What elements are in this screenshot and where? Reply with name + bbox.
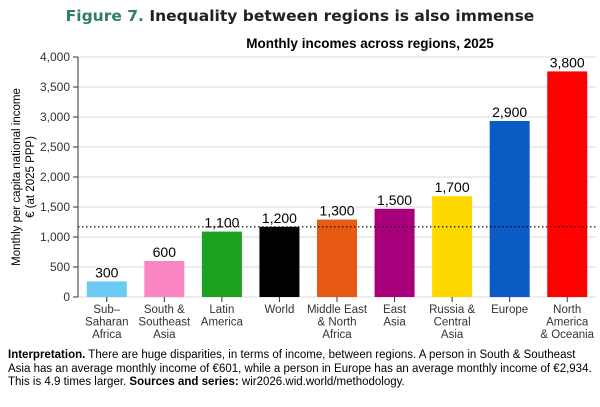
figure-title: Figure 7. Inequality between regions is … [0,7,600,25]
x-tick-label: North America & Oceania [540,304,594,341]
x-tick-label: Middle East & North Africa [307,304,368,341]
bar [317,219,357,297]
interpretation-note: Interpretation. There are huge dispariti… [8,349,594,390]
y-tick-label: 3,000 [40,110,70,124]
bar [259,226,300,297]
bar [489,120,530,298]
chart-title: Monthly incomes across regions, 2025 [246,36,494,51]
y-tick-label: 2,500 [40,140,70,154]
data-label: 1,100 [204,215,239,231]
interpretation-text: There are huge disparities, in terms of … [8,349,592,388]
y-tick-label: 2,000 [40,170,70,184]
x-tick-label: World [265,304,295,316]
y-axis-unit-label: € (at 2025 PPP) [25,136,37,218]
bar [547,71,588,298]
y-tick-label: 500 [50,260,70,274]
bar [86,281,127,297]
figure-label: Figure 7. [65,7,144,25]
figure-heading: Inequality between regions is also immen… [149,7,535,25]
y-tick-label: 0 [63,290,70,304]
y-tick-label: 4,000 [40,50,70,64]
x-tick-label: Russia & Central Asia [429,304,475,341]
data-label: 1,200 [262,210,297,226]
x-axis-labels: Sub– Saharan Africa South & Southeast Asia Lat… [85,297,595,341]
x-tick-label: Sub– Saharan Africa [85,304,128,341]
bar-chart: 05001,0001,5002,0002,5003,0003,5004,000 … [11,50,596,341]
data-label: 2,900 [492,104,527,120]
data-label: 600 [153,244,177,260]
bar [432,196,473,297]
data-label: 1,300 [319,203,354,219]
x-tick-label: South & Southeast Asia [138,304,191,341]
data-label: 1,500 [377,192,412,208]
data-label: 3,800 [550,54,585,70]
sources-text: wir2026.wid.world/methodology. [238,376,405,388]
y-axis-label: Monthly per capita national income [11,88,23,266]
bars [86,71,588,298]
x-tick-label: Europe [491,304,528,316]
bar [374,208,415,297]
sources-label: Sources and series: [126,376,239,388]
interpretation-label: Interpretation. [8,349,86,361]
y-tick-label: 3,500 [40,80,70,94]
x-tick-label: East Asia [383,304,407,329]
bar [201,231,242,297]
y-tick-label: 1,500 [40,200,70,214]
y-axis: 0 500 1,000 1,500 2,000 2,500 3,000 3,500 4,000 [40,50,79,304]
data-label: 300 [95,264,119,280]
x-tick-label: Latin America [201,304,244,329]
bar [144,261,185,297]
data-labels: 300 600 1,100 1,200 1,300 1,500 1,700 2,900 3,80… [95,54,585,280]
data-label: 1,700 [435,179,470,195]
y-tick-label: 1,000 [40,230,70,244]
